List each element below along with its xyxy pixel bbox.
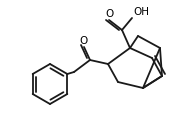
Text: O: O <box>105 9 113 19</box>
Text: OH: OH <box>133 7 149 17</box>
Text: O: O <box>80 36 88 46</box>
